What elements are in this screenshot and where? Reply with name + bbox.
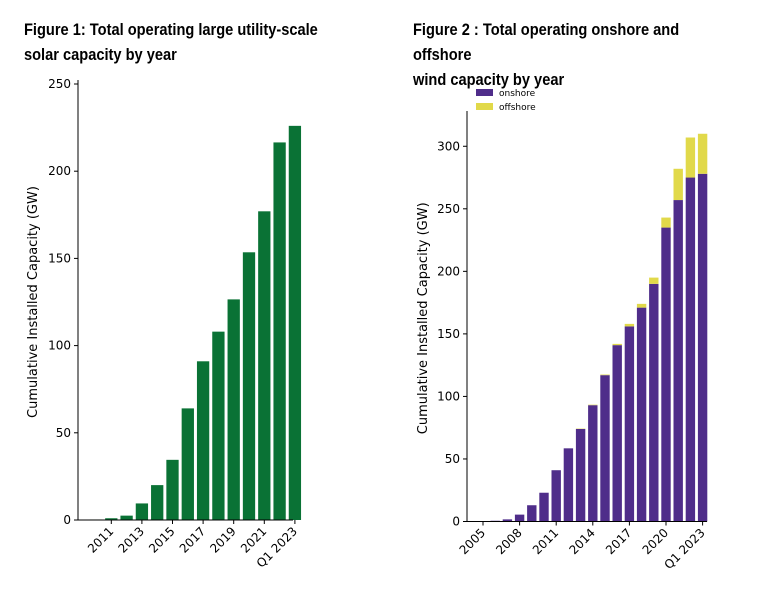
bar (242, 252, 256, 520)
y-tick-label: 200 (48, 164, 71, 178)
bar (258, 211, 271, 520)
y-tick-label: 100 (437, 389, 460, 403)
onshore-bar (539, 492, 549, 522)
y-tick-label: 150 (48, 251, 71, 265)
offshore-bar (673, 168, 683, 201)
bar (166, 459, 179, 520)
x-tick-label: 2011 (530, 526, 561, 557)
bar (105, 518, 118, 520)
y-tick-label: 50 (56, 426, 71, 440)
y-axis-label: Cumulative Installed Capacity (GW) (26, 186, 41, 418)
bar (196, 361, 210, 520)
figure2-title-line2: wind capacity by year (413, 70, 565, 89)
offshore-bar (649, 277, 659, 284)
legend-swatch-onshore (476, 89, 493, 96)
x-tick-label: 2017 (603, 526, 634, 557)
legend: onshore offshore (476, 89, 536, 113)
onshore-bar (661, 227, 671, 522)
legend-label-onshore: onshore (499, 89, 536, 99)
bar (227, 299, 240, 520)
bar (273, 142, 286, 520)
figure1-title: Figure 1: Total operating large utility-… (24, 17, 334, 67)
bar (135, 503, 149, 520)
y-axis-label: Cumulative Installed Capacity (GW) (416, 202, 431, 434)
y-tick-label: 50 (445, 452, 460, 466)
offshore-bar (624, 323, 635, 327)
y-tick-label: 250 (48, 77, 71, 91)
offshore-bar (685, 137, 696, 178)
y-tick-label: 0 (452, 515, 460, 529)
offshore-bar (661, 217, 671, 228)
x-tick-label: Q1 2023 (661, 526, 707, 572)
y-tick-label: 100 (48, 339, 71, 353)
onshore-bar (551, 470, 561, 522)
bar (151, 485, 164, 520)
bar (120, 515, 133, 520)
offshore-bar (588, 404, 598, 406)
onshore-bar (563, 448, 574, 522)
bar (181, 408, 194, 520)
onshore-bar (612, 345, 622, 522)
figure1-title-line2: solar capacity by year (24, 45, 177, 64)
x-tick-label: 2005 (457, 526, 488, 557)
onshore-bar (685, 177, 696, 522)
onshore-bar (697, 173, 708, 522)
y-tick-label: 250 (437, 202, 460, 216)
onshore-bar (514, 514, 525, 522)
onshore-bar (600, 375, 610, 522)
bars-group (478, 133, 708, 522)
x-tick-label: 2020 (640, 526, 671, 557)
onshore-bar (673, 200, 683, 522)
legend-label-offshore: offshore (499, 103, 536, 113)
offshore-bar (697, 133, 708, 174)
figure2-title-line1: Figure 2 : Total operating onshore and o… (413, 20, 680, 64)
onshore-bar (588, 405, 598, 522)
legend-swatch-offshore (476, 103, 493, 110)
figure2-title: Figure 2 : Total operating onshore and o… (413, 17, 740, 92)
onshore-bar (649, 283, 659, 522)
offshore-bar (612, 343, 622, 346)
y-tick-label: 200 (437, 264, 460, 278)
x-tick-label: 2014 (566, 526, 597, 557)
onshore-bar (624, 326, 635, 522)
bar (212, 331, 225, 520)
figure1-title-line1: Figure 1: Total operating large utility-… (24, 20, 318, 39)
y-tick-label: 150 (437, 327, 460, 341)
offshore-bar (636, 303, 647, 308)
onshore-bar (527, 505, 537, 522)
x-tick-label: 2008 (493, 526, 524, 557)
offshore-bar (600, 374, 610, 376)
y-tick-label: 300 (437, 139, 460, 153)
bar (288, 125, 302, 520)
onshore-bar (636, 307, 647, 522)
onshore-bar (575, 428, 586, 522)
bars-group (89, 125, 302, 520)
y-tick-label: 0 (63, 513, 71, 527)
onshore-bar (502, 519, 513, 522)
